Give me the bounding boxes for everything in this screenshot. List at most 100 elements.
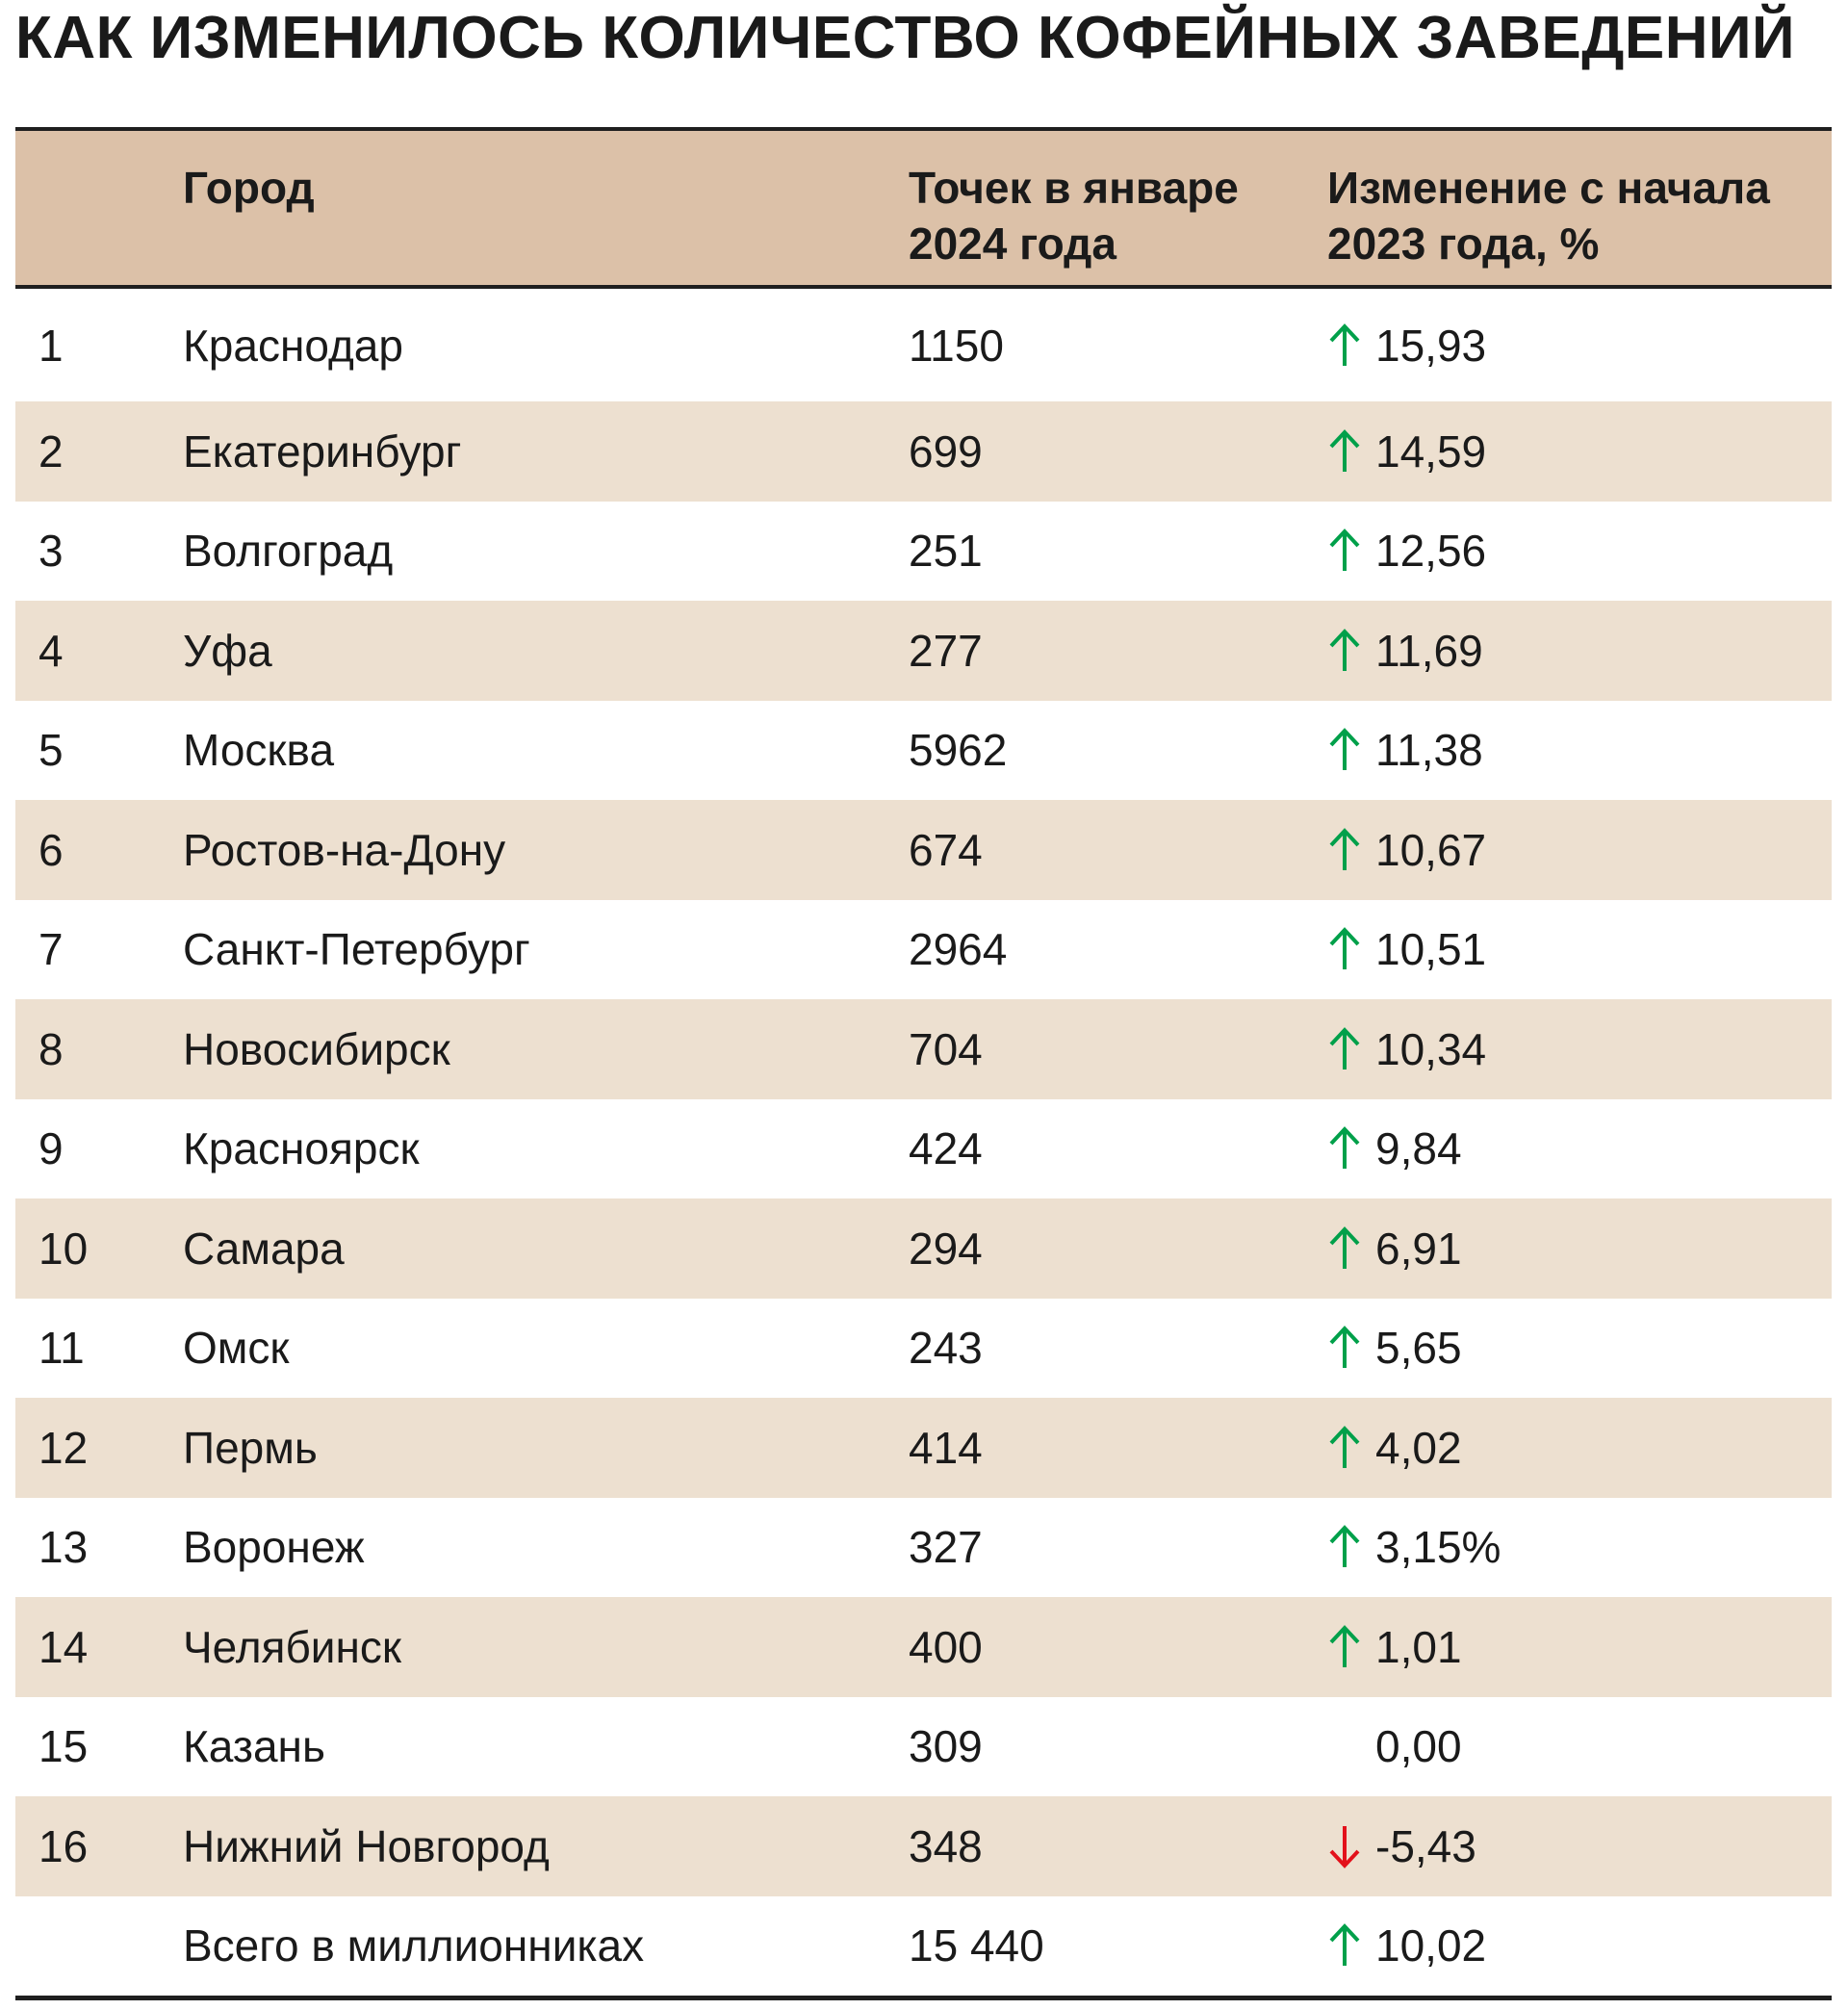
rank: 4 bbox=[38, 625, 64, 676]
change-cell: 10,34 bbox=[1327, 1023, 1486, 1075]
city-name: Краснодар bbox=[183, 320, 403, 371]
arrow-up-icon bbox=[1329, 1525, 1360, 1568]
header-city: Город bbox=[183, 163, 315, 213]
shop-count: 327 bbox=[909, 1522, 983, 1573]
rank: 5 bbox=[38, 725, 64, 776]
change-value: 14,59 bbox=[1375, 425, 1487, 477]
shop-count: 251 bbox=[909, 526, 983, 577]
change-cell: 5,65 bbox=[1327, 1322, 1462, 1374]
change-cell: 14,59 bbox=[1327, 425, 1486, 477]
table-row: Всего в миллионниках 15 440 10,02 bbox=[15, 1896, 1832, 2000]
change-cell: 11,69 bbox=[1327, 625, 1483, 677]
table-row: 10 Самара 294 6,91 bbox=[15, 1198, 1832, 1299]
change-value: 5,65 bbox=[1375, 1323, 1462, 1374]
rank: 11 bbox=[38, 1323, 85, 1374]
shop-count: 294 bbox=[909, 1223, 983, 1274]
shop-count: 699 bbox=[909, 425, 983, 477]
city-name: Красноярск bbox=[183, 1123, 420, 1174]
arrow-up-icon bbox=[1329, 827, 1360, 870]
arrow-up-icon bbox=[1329, 322, 1360, 366]
change-cell: 10,67 bbox=[1327, 824, 1486, 876]
arrow-up-icon bbox=[1329, 728, 1360, 771]
rank: 6 bbox=[38, 824, 64, 875]
change-cell: 0,00 bbox=[1327, 1720, 1462, 1772]
change-value: 6,91 bbox=[1375, 1223, 1462, 1274]
arrow-down-icon bbox=[1329, 1825, 1360, 1868]
city-name: Санкт-Петербург bbox=[183, 924, 530, 975]
arrow-up-icon bbox=[1329, 528, 1360, 572]
arrow-up-icon bbox=[1329, 1923, 1360, 1967]
city-name: Волгоград bbox=[183, 526, 394, 577]
city-name: Всего в миллионниках bbox=[183, 1920, 645, 1971]
arrow-up-icon bbox=[1329, 1126, 1360, 1170]
change-value: 15,93 bbox=[1375, 320, 1487, 371]
header-count-line2: 2024 года bbox=[909, 219, 1116, 269]
table-row: 1 Краснодар 1150 15,93 bbox=[15, 289, 1832, 401]
header-count-line1: Точек в январе bbox=[909, 163, 1239, 213]
header-change: Изменение с начала 2023 года, % bbox=[1327, 160, 1770, 271]
change-cell: 6,91 bbox=[1327, 1223, 1462, 1275]
arrow-up-icon bbox=[1329, 1624, 1360, 1667]
shop-count: 704 bbox=[909, 1023, 983, 1074]
table-row: 11 Омск 243 5,65 bbox=[15, 1299, 1832, 1399]
rank: 13 bbox=[38, 1522, 89, 1573]
table-row: 4 Уфа 277 11,69 bbox=[15, 601, 1832, 701]
arrow-up-icon bbox=[1329, 1026, 1360, 1069]
change-cell: 9,84 bbox=[1327, 1122, 1462, 1174]
change-value: 4,02 bbox=[1375, 1422, 1462, 1473]
change-value: 10,67 bbox=[1375, 824, 1487, 875]
change-cell: 12,56 bbox=[1327, 525, 1486, 577]
change-value: 11,69 bbox=[1375, 625, 1483, 676]
change-cell: 1,01 bbox=[1327, 1621, 1462, 1673]
rank: 7 bbox=[38, 924, 64, 975]
shop-count: 243 bbox=[909, 1323, 983, 1374]
shop-count: 674 bbox=[909, 824, 983, 875]
rank: 9 bbox=[38, 1123, 64, 1174]
rank: 16 bbox=[38, 1820, 89, 1871]
arrow-up-icon bbox=[1329, 927, 1360, 970]
header-change-line1: Изменение с начала bbox=[1327, 163, 1770, 213]
table-row: 7 Санкт-Петербург 2964 10,51 bbox=[15, 900, 1832, 1000]
city-name: Казань bbox=[183, 1721, 325, 1772]
rank: 15 bbox=[38, 1721, 89, 1772]
change-cell: 11,38 bbox=[1327, 724, 1483, 776]
city-name: Ростов-на-Дону bbox=[183, 824, 506, 875]
change-value: 10,34 bbox=[1375, 1023, 1487, 1074]
city-name: Новосибирск bbox=[183, 1023, 450, 1074]
table-row: 5 Москва 5962 11,38 bbox=[15, 701, 1832, 801]
table-row: 9 Красноярск 424 9,84 bbox=[15, 1099, 1832, 1199]
change-value: 0,00 bbox=[1375, 1721, 1462, 1772]
city-name: Пермь bbox=[183, 1422, 318, 1473]
change-value: 10,51 bbox=[1375, 924, 1487, 975]
arrow-up-icon bbox=[1329, 1425, 1360, 1468]
shop-count: 400 bbox=[909, 1621, 983, 1672]
table-body: 1 Краснодар 1150 15,93 2 Екатеринбург 69… bbox=[15, 289, 1832, 2000]
shop-count: 424 bbox=[909, 1123, 983, 1174]
city-name: Нижний Новгород bbox=[183, 1820, 550, 1871]
table-row: 13 Воронеж 327 3,15% bbox=[15, 1498, 1832, 1598]
change-value: 3,15% bbox=[1375, 1522, 1502, 1573]
city-name: Уфа bbox=[183, 625, 272, 676]
city-name: Самара bbox=[183, 1223, 345, 1274]
change-cell: 3,15% bbox=[1327, 1521, 1501, 1573]
change-value: 9,84 bbox=[1375, 1123, 1462, 1174]
header-count: Точек в январе 2024 года bbox=[909, 160, 1239, 271]
change-value: -5,43 bbox=[1375, 1820, 1476, 1871]
rank: 3 bbox=[38, 526, 64, 577]
change-value: 12,56 bbox=[1375, 526, 1487, 577]
change-value: 10,02 bbox=[1375, 1920, 1487, 1971]
table-row: 2 Екатеринбург 699 14,59 bbox=[15, 401, 1832, 502]
table-row: 14 Челябинск 400 1,01 bbox=[15, 1597, 1832, 1697]
arrow-up-icon bbox=[1329, 1225, 1360, 1269]
table-row: 6 Ростов-на-Дону 674 10,67 bbox=[15, 800, 1832, 900]
table-row: 3 Волгоград 251 12,56 bbox=[15, 502, 1832, 602]
no-change-spacer bbox=[1327, 1724, 1362, 1768]
change-cell: -5,43 bbox=[1327, 1820, 1476, 1872]
rank: 8 bbox=[38, 1023, 64, 1074]
table-row: 15 Казань 309 0,00 bbox=[15, 1697, 1832, 1797]
rank: 12 bbox=[38, 1422, 89, 1473]
city-name: Воронеж bbox=[183, 1522, 365, 1573]
page-title: КАК ИЗМЕНИЛОСЬ КОЛИЧЕСТВО КОФЕЙНЫХ ЗАВЕД… bbox=[15, 5, 1796, 71]
coffee-shops-table: Город Точек в январе 2024 года Изменение… bbox=[15, 127, 1832, 2000]
change-value: 1,01 bbox=[1375, 1621, 1462, 1672]
